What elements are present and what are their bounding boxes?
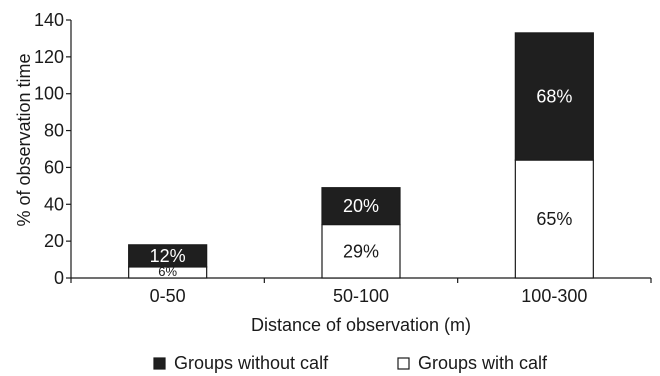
bar-segment (514, 32, 594, 161)
legend-label: Groups with calf (418, 353, 548, 373)
bar-segment (128, 244, 208, 268)
legend-swatch (397, 357, 410, 370)
bars: 6%12% 29% 20% 65% 68% (128, 32, 594, 279)
x-axis-title: Distance of observation (m) (251, 315, 471, 335)
y-tick-label: 20 (44, 231, 64, 251)
y-tick-label: 0 (54, 268, 64, 288)
legend-swatch (153, 357, 166, 370)
y-tick-label: 120 (34, 47, 64, 67)
bar-data-label: 20% (343, 196, 379, 216)
bar-data-label: 29% (343, 241, 379, 261)
y-tick-label: 140 (34, 10, 64, 30)
y-axis-title: % of observation time (14, 53, 34, 226)
x-tick-label: 100-300 (521, 286, 587, 306)
y-tick-label: 100 (34, 84, 64, 104)
bar-segment (321, 187, 401, 226)
bar-data-label: 6% (158, 264, 177, 279)
x-tick-label: 50-100 (333, 286, 389, 306)
x-axis: 0-50 50-100 100-300 (70, 277, 652, 306)
bar-data-label: 12% (150, 246, 186, 266)
legend-label: Groups without calf (174, 353, 329, 373)
y-tick-label: 40 (44, 194, 64, 214)
bar-segment (514, 159, 594, 279)
y-tick-label: 60 (44, 157, 64, 177)
bar-segment (321, 223, 401, 279)
y-axis: 0 20 40 60 80 100 120 140 (34, 10, 72, 288)
bar-data-label: 68% (536, 86, 572, 106)
y-tick-label: 80 (44, 121, 64, 141)
legend: Groups without calf Groups with calf (153, 353, 548, 373)
bar-data-label: 65% (536, 209, 572, 229)
x-tick-label: 0-50 (150, 286, 186, 306)
